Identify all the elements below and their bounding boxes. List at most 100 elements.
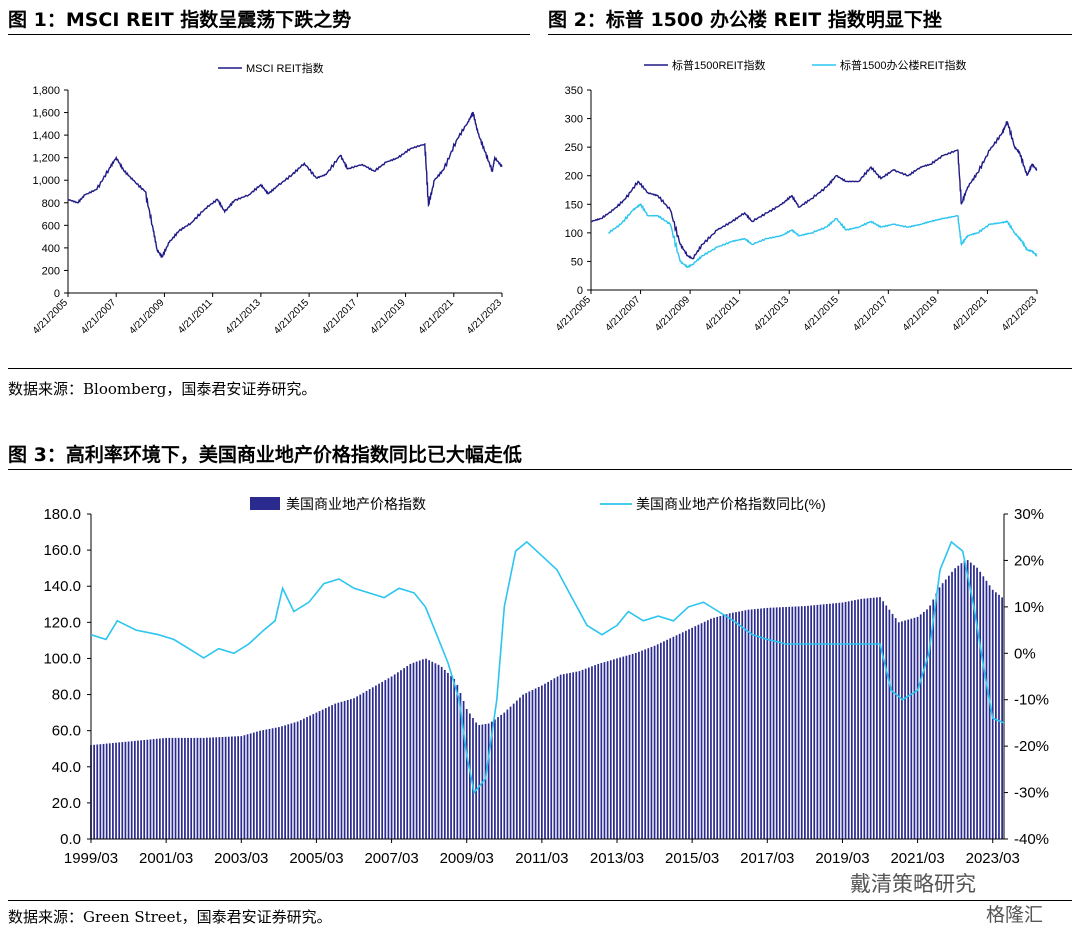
c3-bar [603,662,606,839]
c3-bar [190,737,193,839]
c3-bar [694,626,697,839]
c3-bar [944,579,947,839]
c3-bar [384,680,387,839]
c3-bar [885,605,888,839]
c3-bar [303,718,305,839]
c3-bar [118,742,121,839]
c3-bar [525,693,528,839]
c3-bar [838,602,841,839]
c3-bar [418,660,421,839]
c3-bar [659,642,662,839]
c3-bar [187,737,189,839]
c3-bar [619,657,621,839]
c3-bar [772,607,775,839]
c3-bar [281,726,283,839]
c3-bar [299,720,302,839]
c3-bar [196,737,199,839]
c3-bar [262,730,265,839]
c3-bar [284,725,286,839]
c3-bar [935,593,938,839]
c3-bar [537,687,540,839]
c3-bar [159,738,161,839]
c3-bar [966,560,969,839]
c3-bar [487,723,490,839]
c3-legend-label-1: 美国商业地产价格指数同比(%) [636,496,826,512]
c3-ytick-label: 100.0 [43,650,81,667]
c3-bar [146,739,149,839]
c3-bar [634,653,637,839]
c1-ytick-label: 1,400 [32,130,60,142]
c3-bar [231,736,233,839]
fig3-bottom-rule [8,900,1072,901]
c3-bar [547,681,549,839]
c3-bar [810,605,812,839]
fig2-title-rule [548,34,1072,35]
c3-bar [876,597,878,839]
c3-bar [212,737,214,839]
c3-bar [484,724,487,839]
c3-legend-label-0: 美国商业地产价格指数 [286,496,426,512]
c3-bar [177,737,180,839]
c3-xtick-label: 2003/03 [214,850,268,867]
c3-bar [741,610,744,839]
c3-bar [553,678,556,839]
c3-bar [403,668,405,839]
c3-bar [869,598,872,839]
c3-bar [365,690,368,839]
c3-bar [249,733,252,839]
c3-bar [807,605,809,839]
c3-xtick-label: 2015/03 [665,850,719,867]
fig1-title-rule [8,34,530,35]
c3-bar [932,599,935,839]
c1-legend-label-0: MSCI REIT指数 [246,61,324,75]
c3-bar [578,671,581,839]
c3-bar [681,632,684,839]
c3-bar [265,729,268,839]
source-note-3: 数据来源：Green Street，国泰君安证券研究。 [8,908,332,926]
c3-xtick-label: 2009/03 [440,850,494,867]
c3-bar [494,719,496,839]
c3-bar [478,725,481,839]
c3-bar [731,612,734,839]
c3-bar [775,607,778,839]
c3-bar [998,594,1000,839]
c3-bar [409,663,412,839]
c3-ytick-label: 40.0 [52,759,81,776]
c3-bar [224,736,227,839]
c3-bar [797,606,800,839]
c3-bar [672,636,675,839]
c1-ytick-label: 200 [42,265,60,277]
c2-xtick-label: 4/21/2017 [851,294,891,334]
c2-ytick-label: 350 [565,85,583,97]
c3-bar [500,714,503,839]
c3-bar [274,727,277,839]
c1-xtick-label: 4/21/2007 [79,297,119,337]
c3-bar [879,597,881,839]
c3-bar [963,560,966,839]
c3-bar [710,618,712,839]
c3-bar [716,616,719,839]
c3-bar [938,587,941,839]
c3-xtick-label: 2023/03 [966,850,1020,867]
c3-bar [140,740,142,839]
c3-yoy-line [90,540,1005,795]
c3-bar [240,736,243,839]
c3-bar [669,638,672,839]
c3-xtick-label: 1999/03 [64,850,118,867]
c1-xtick-label: 4/21/2019 [368,297,408,337]
c3-bar [891,613,894,839]
c1-xtick-label: 4/21/2017 [320,297,360,337]
c3-bar [973,565,975,839]
c3-bar [290,723,293,839]
c3-bar [591,666,593,839]
c3-ytick-label: 160.0 [43,542,81,559]
c3-bar [919,614,922,839]
c3-bar [766,607,769,839]
c3-bar [976,567,978,839]
c3-y2tick-label: -30% [1014,785,1049,802]
fig2-title: 图 2：标普 1500 办公楼 REIT 指数明显下挫 [548,9,942,31]
c1-ytick-label: 1,000 [32,175,60,187]
c3-bar [791,606,794,839]
c3-bar [628,654,631,839]
c3-bar [857,599,859,839]
